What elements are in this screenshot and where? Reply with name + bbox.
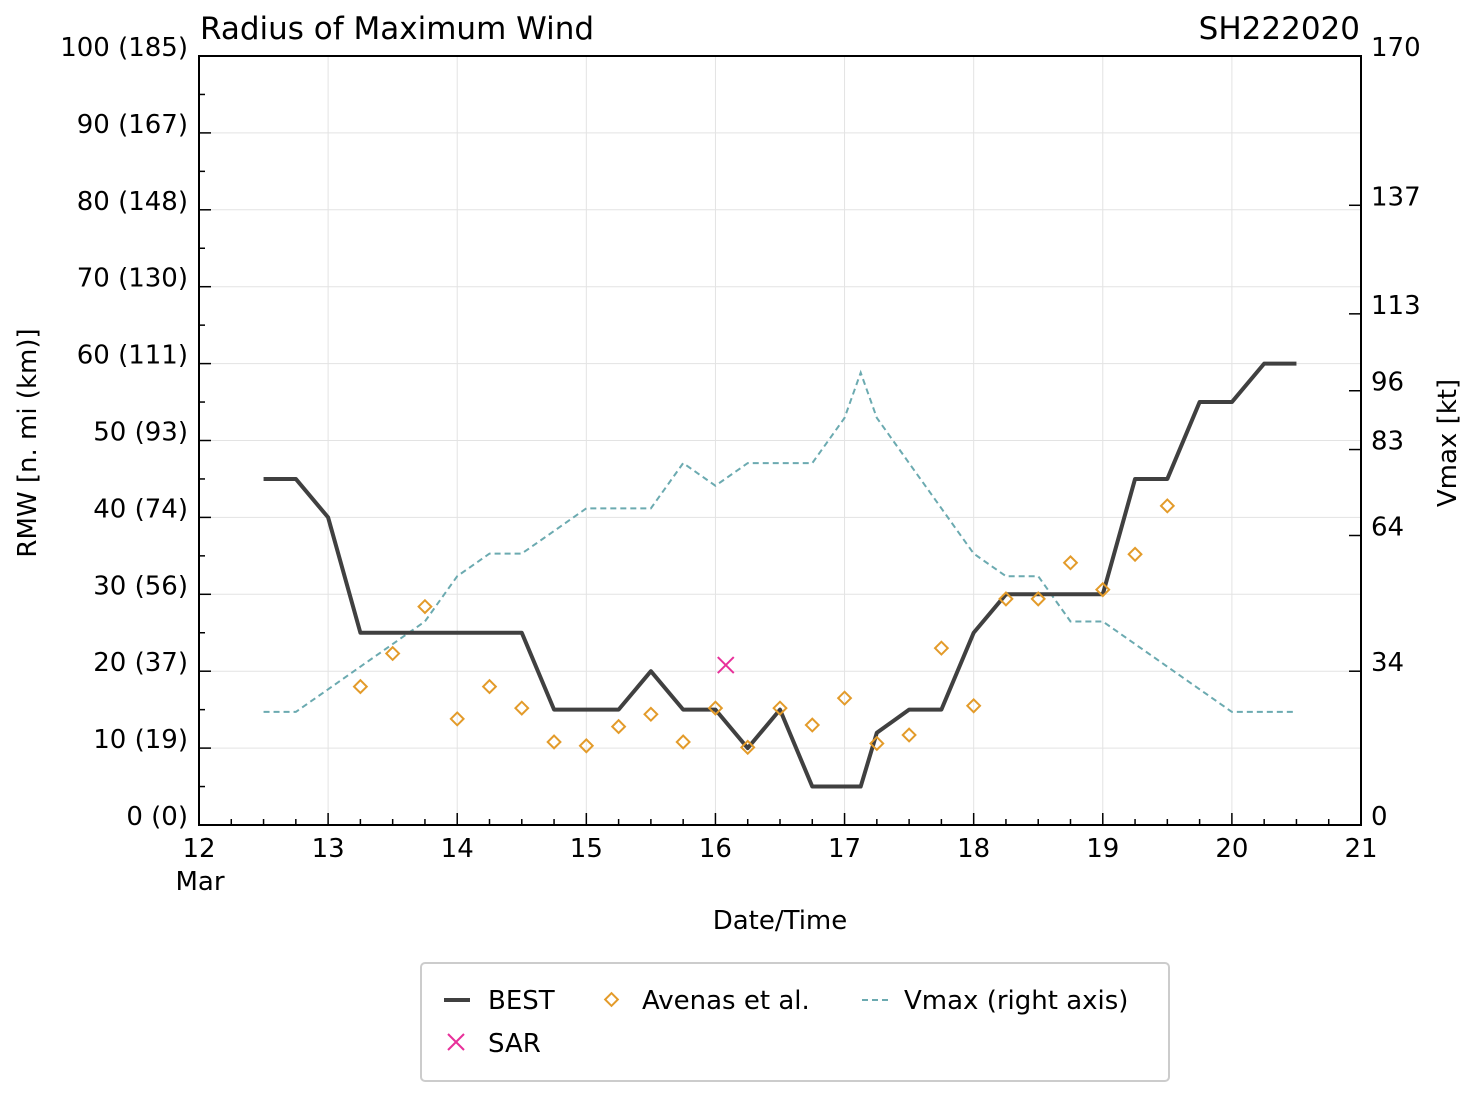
avenas-point xyxy=(772,700,788,716)
legend-sar-label: SAR xyxy=(488,1029,541,1059)
avenas-point xyxy=(804,717,821,733)
legend-sar-swatch xyxy=(447,1033,465,1051)
x-tick-label: 15 xyxy=(570,834,603,864)
y-right-tick-label: 0 xyxy=(1371,802,1388,832)
x-tick-label: 13 xyxy=(312,834,345,864)
legend-box xyxy=(420,962,1170,1082)
sar-point xyxy=(717,656,735,674)
y-left-tick-label: 80 (148) xyxy=(77,187,188,217)
y-right-tick-label: 64 xyxy=(1371,512,1404,542)
y-left-tick-label: 60 (111) xyxy=(77,341,188,371)
avenas-point xyxy=(417,598,433,615)
series-layer xyxy=(263,361,1297,789)
avenas-point xyxy=(546,734,562,750)
vmax-line xyxy=(263,369,1297,713)
avenas-point xyxy=(933,640,950,656)
avenas-point xyxy=(1127,546,1143,563)
x-tick-label: 16 xyxy=(699,834,732,864)
avenas-point xyxy=(965,698,982,714)
grid-lines xyxy=(199,56,1361,825)
legend-avenas-swatch xyxy=(603,991,620,1008)
x-tick-label: 20 xyxy=(1215,834,1248,864)
y-right-tick-label: 113 xyxy=(1371,291,1421,321)
x-tick-label: 21 xyxy=(1344,834,1377,864)
avenas-point xyxy=(513,700,530,716)
x-axis-label: Date/Time xyxy=(713,906,848,936)
x-tick-label: 17 xyxy=(828,834,861,864)
legend-best-label: BEST xyxy=(488,986,555,1016)
legend: BEST Avenas et al. Vmax (right axis) SAR xyxy=(420,962,1170,1082)
avenas-point xyxy=(836,690,853,706)
y-right-tick-label: 34 xyxy=(1371,648,1404,678)
legend-vmax-label: Vmax (right axis) xyxy=(904,986,1128,1016)
x-tick-label: 19 xyxy=(1086,834,1119,864)
legend-avenas-label: Avenas et al. xyxy=(642,986,810,1016)
sar-stroke xyxy=(717,656,735,674)
avenas-point xyxy=(643,706,659,723)
x-tick-label: 18 xyxy=(957,834,990,864)
y-left-tick-label: 0 (0) xyxy=(126,802,188,832)
avenas-point xyxy=(739,739,756,756)
y-left-tick-label: 70 (130) xyxy=(77,264,188,294)
avenas-point xyxy=(610,718,627,735)
y-left-tick-label: 100 (185) xyxy=(60,33,188,63)
minor-ticks xyxy=(199,93,1330,825)
avenas-point xyxy=(1159,498,1176,514)
avenas-point xyxy=(578,738,595,754)
chart-title: Radius of Maximum Wind xyxy=(200,11,594,47)
best-line xyxy=(263,361,1297,789)
y-right-tick-label: 170 xyxy=(1371,33,1421,63)
y-left-axis-ticks: 0 (0) 10 (19) 20 (37) 30 (56) 40 (74) 50 (93)… xyxy=(60,33,211,832)
x-month-label: Mar xyxy=(175,867,224,897)
avenas-point xyxy=(1094,581,1111,598)
y-right-tick-label: 83 xyxy=(1371,427,1404,457)
y-right-tick-label: 96 xyxy=(1371,368,1404,398)
x-axis-ticks: 12 13 14 15 16 17 18 19 20 21 xyxy=(182,813,1378,864)
avenas-point xyxy=(707,700,724,716)
y-left-tick-label: 30 (56) xyxy=(93,571,188,601)
y-left-tick-label: 90 (167) xyxy=(77,110,188,140)
y-left-tick-label: 40 (74) xyxy=(93,494,188,524)
avenas-point xyxy=(481,678,498,695)
y-left-tick-label: 20 (37) xyxy=(93,648,188,678)
avenas-point xyxy=(352,678,369,695)
y-right-tick-label: 137 xyxy=(1371,182,1421,212)
y-left-tick-label: 50 (93) xyxy=(93,418,188,448)
avenas-point xyxy=(449,711,466,727)
avenas-point xyxy=(1030,591,1047,607)
avenas-point xyxy=(675,734,691,750)
y-right-axis-label: Vmax [kt] xyxy=(1433,379,1463,507)
x-tick-label: 12 xyxy=(182,834,215,864)
avenas-point xyxy=(901,727,917,743)
avenas-point xyxy=(1062,554,1079,571)
avenas-point xyxy=(998,591,1014,607)
y-right-axis-ticks: 0 34 64 83 96 113 137 170 xyxy=(1349,33,1421,832)
storm-id: SH222020 xyxy=(1199,11,1360,47)
x-tick-label: 14 xyxy=(441,834,474,864)
avenas-point xyxy=(869,735,885,752)
y-left-tick-label: 10 (19) xyxy=(93,725,188,755)
avenas-point xyxy=(384,645,401,662)
y-left-axis-label: RMW [n. mi (km)] xyxy=(13,328,43,557)
